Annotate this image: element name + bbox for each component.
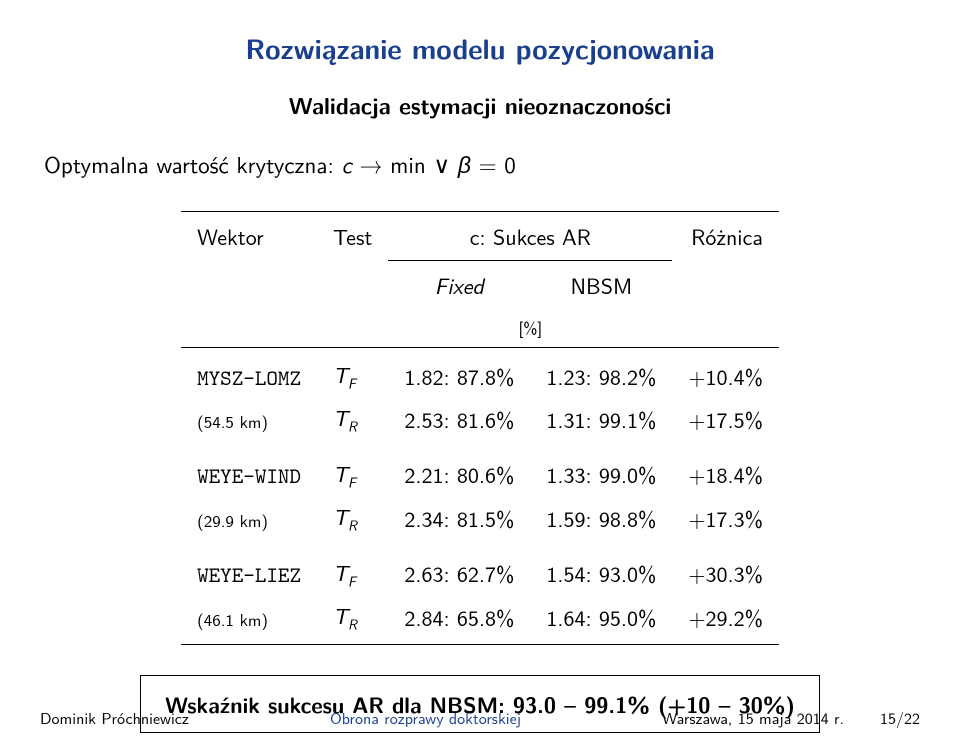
table-cell-test: TF <box>317 348 388 398</box>
results-table: Wektor Test c: Sukces AR Różnica Fixed N… <box>181 211 779 645</box>
table-cell-fixed: 1.82: 87.8% <box>388 348 530 398</box>
unit-percent: [%] <box>518 315 542 340</box>
col-test: Test <box>317 212 388 261</box>
table-cell-diff: +10.4% <box>672 348 779 398</box>
table-cell-wektor: (46.1 km) <box>181 595 317 645</box>
table-cell-test: TF <box>317 447 388 496</box>
col-wektor: Wektor <box>181 212 317 261</box>
col-nbsm: NBSM <box>530 261 672 310</box>
table-cell-nbsm: 1.33: 99.0% <box>530 447 672 496</box>
table-cell-fixed: 2.53: 81.6% <box>388 397 530 446</box>
table-cell-nbsm: 1.59: 98.8% <box>530 496 672 545</box>
table-cell-test: TR <box>317 595 388 645</box>
table-cell-wektor: WEYE-WIND <box>181 447 317 496</box>
table-cell-test: TR <box>317 496 388 545</box>
table-cell-test: TF <box>317 546 388 595</box>
table-cell-nbsm: 1.31: 99.1% <box>530 397 672 446</box>
footer-date: Warszawa, 15 maja 2014 r. <box>662 706 844 729</box>
table-cell-diff: +18.4% <box>672 447 779 496</box>
table-cell-diff: +17.5% <box>672 397 779 446</box>
table-cell-wektor: (29.9 km) <box>181 496 317 545</box>
table-cell-nbsm: 1.23: 98.2% <box>530 348 672 398</box>
table-cell-test: TR <box>317 397 388 446</box>
table-cell-wektor: (54.5 km) <box>181 397 317 446</box>
footer-author: Dominik Próchniewicz <box>40 706 189 729</box>
table-cell-nbsm: 1.54: 93.0% <box>530 546 672 595</box>
table-cell-fixed: 2.21: 80.6% <box>388 447 530 496</box>
table-cell-fixed: 2.34: 81.5% <box>388 496 530 545</box>
slide-subtitle: Walidacja estymacji nieoznaczoności <box>40 88 920 121</box>
table-cell-diff: +30.3% <box>672 546 779 595</box>
col-fixed: Fixed <box>435 269 484 301</box>
footer-title: Obrona rozprawy doktorskiej <box>330 706 521 729</box>
slide-footer: Dominik Próchniewicz Obrona rozprawy dok… <box>40 706 920 729</box>
col-roznica: Różnica <box>672 212 779 261</box>
table-cell-diff: +17.3% <box>672 496 779 545</box>
table-cell-wektor: WEYE-LIEZ <box>181 546 317 595</box>
table-cell-wektor: MYSZ-LOMZ <box>181 348 317 398</box>
col-c-sukces: c: Sukces AR <box>470 220 591 252</box>
table-cell-nbsm: 1.64: 95.0% <box>530 595 672 645</box>
critical-value-line: Optymalna wartość krytyczna: c → min ∨ β… <box>44 147 920 181</box>
table-cell-diff: +29.2% <box>672 595 779 645</box>
slide-title: Rozwiązanie modelu pozycjonowania <box>40 28 920 68</box>
table-cell-fixed: 2.63: 62.7% <box>388 546 530 595</box>
footer-page: 15/22 <box>880 706 920 729</box>
table-cell-fixed: 2.84: 65.8% <box>388 595 530 645</box>
